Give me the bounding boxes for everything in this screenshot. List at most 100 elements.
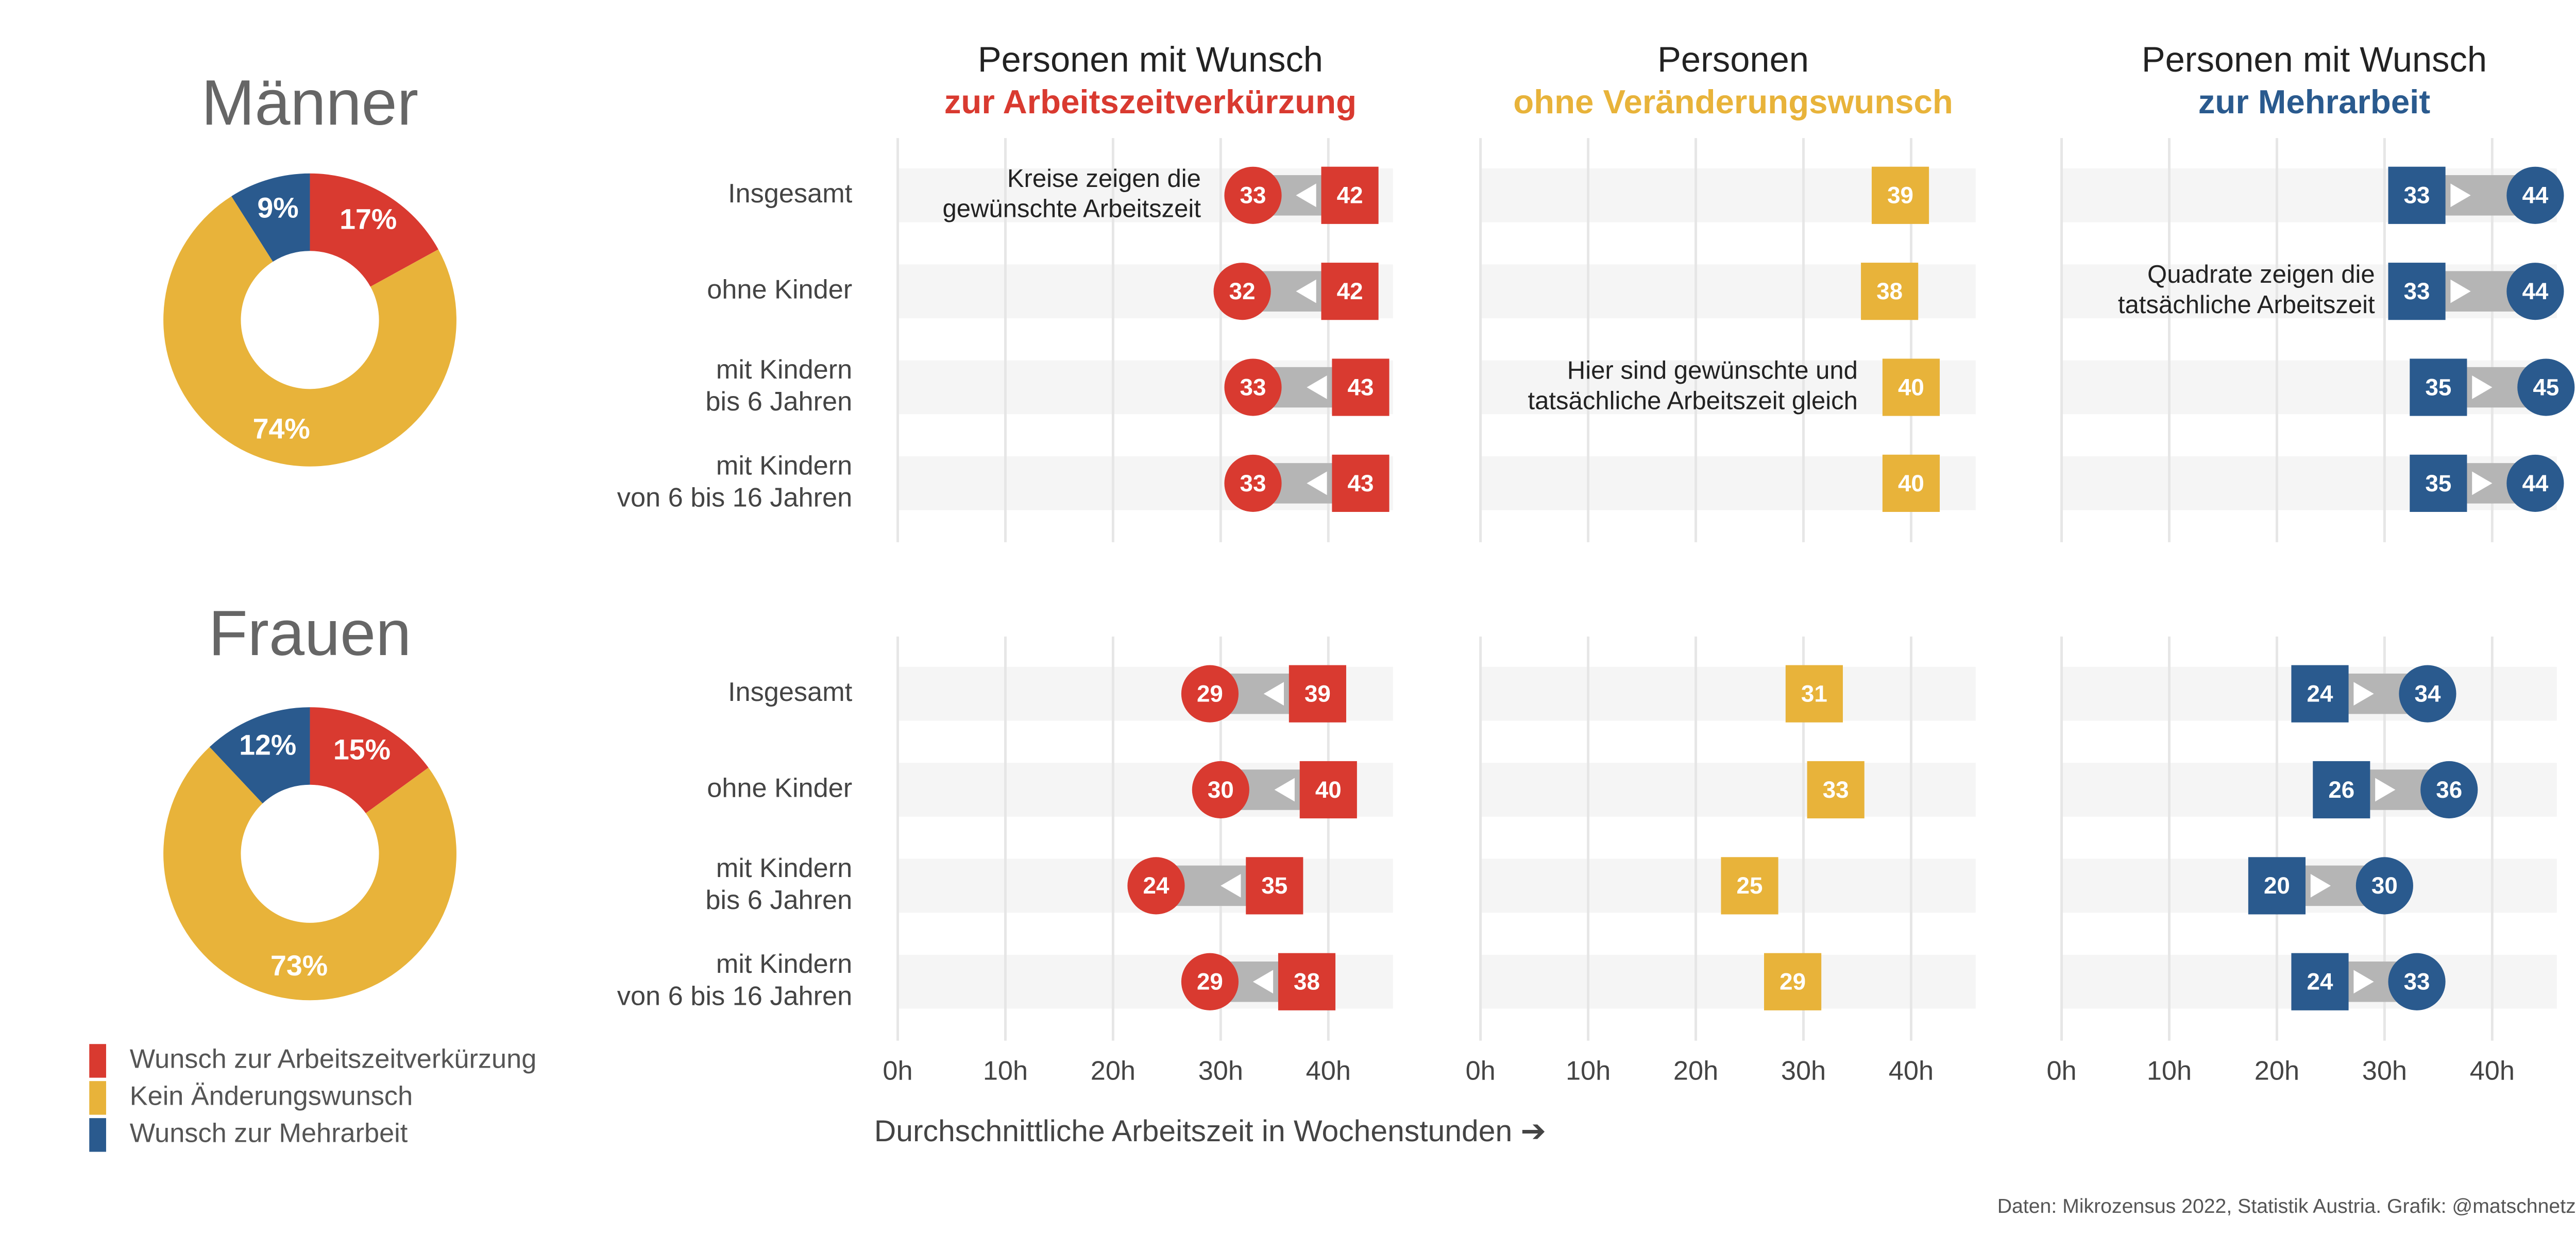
arrow [2353, 682, 2374, 706]
actual-label: 33 [2404, 278, 2430, 304]
desired-label: 30 [2371, 872, 2398, 899]
actual-square [1721, 857, 1778, 915]
arrow [1252, 970, 1274, 994]
annotation-line: Quadrate zeigen die [2147, 261, 2375, 288]
actual-label: 38 [1876, 278, 1903, 304]
column-subtitle: ohne Veränderungswunsch [1513, 83, 1953, 121]
arrow [1296, 279, 1316, 303]
desired-circle [2506, 263, 2564, 320]
pie-slice [163, 196, 456, 467]
actual-square [1246, 857, 1303, 915]
actual-square [1332, 454, 1389, 512]
arrow [1221, 874, 1241, 898]
pie-label: 17% [340, 203, 397, 235]
desired-circle [2517, 358, 2575, 416]
y-tick-label-line: mit Kindern [716, 355, 852, 385]
actual-square [2291, 665, 2349, 723]
arrow [2472, 375, 2493, 399]
x-tick-label: 40h [2470, 1056, 2515, 1086]
source: Daten: Mikrozensus 2022, Statistik Austr… [1997, 1195, 2576, 1217]
x-tick-label: 0h [1466, 1056, 1496, 1086]
desired-circle [2355, 857, 2413, 915]
legend-swatch [89, 1118, 106, 1152]
desired-label: 44 [2522, 182, 2548, 209]
column-title: Personen mit Wunsch [978, 40, 1323, 79]
desired-label: 30 [1208, 777, 1234, 803]
desired-label: 29 [1197, 681, 1223, 707]
row-background [1480, 666, 1976, 721]
actual-square [2410, 358, 2467, 416]
actual-label: 40 [1315, 777, 1342, 803]
x-tick-label: 30h [2362, 1056, 2407, 1086]
pie-label: 15% [333, 733, 391, 765]
y-tick-label-line: bis 6 Jahren [705, 885, 852, 915]
legend-swatch [89, 1044, 106, 1078]
y-tick-label: mit Kindern bis 6 Jahren [705, 853, 852, 915]
x-tick-label: 0h [2046, 1056, 2076, 1086]
annotation: Hier sind gewünschte und tatsächliche Arb… [1528, 357, 1858, 415]
x-tick-label: 20h [2255, 1056, 2299, 1086]
actual-label: 35 [2425, 374, 2451, 400]
actual-label: 40 [1898, 374, 1924, 400]
x-tick-label: 30h [1781, 1056, 1826, 1086]
arrow [1307, 375, 1327, 399]
arrow [2375, 778, 2396, 802]
actual-label: 33 [1823, 777, 1849, 803]
pie-label: 74% [253, 413, 310, 444]
pie-slice [163, 747, 456, 1001]
column-title: Personen [1657, 40, 1809, 79]
desired-circle [1224, 454, 1282, 512]
pie-label: 73% [270, 950, 328, 982]
annotation-line: Hier sind gewünschte und [1567, 357, 1858, 385]
actual-square [1861, 263, 1919, 320]
actual-label: 33 [2404, 182, 2430, 209]
actual-label: 24 [2307, 681, 2333, 707]
pie-slice [209, 707, 310, 804]
desired-label: 33 [1240, 182, 1266, 209]
pie-slice [231, 173, 310, 262]
actual-label: 26 [2328, 777, 2354, 803]
y-tick-label: mit Kindern von 6 bis 16 Jahren [617, 451, 852, 512]
actual-square [1332, 358, 1389, 416]
row-background [1480, 763, 1976, 817]
actual-square [1321, 263, 1379, 320]
actual-square [2313, 761, 2370, 819]
actual-square [1321, 166, 1379, 224]
annotation: Kreise zeigen die gewünschte Arbeitszeit [943, 165, 1201, 223]
desired-circle [1224, 358, 1282, 416]
actual-square [1764, 953, 1822, 1010]
arrow [2310, 874, 2331, 898]
desired-circle [2388, 953, 2446, 1010]
y-tick-label-line: von 6 bis 16 Jahren [617, 483, 852, 512]
desired-circle [1224, 166, 1282, 224]
y-tick-label: Insgesamt [728, 179, 853, 209]
desired-label: 29 [1197, 969, 1223, 995]
x-tick-label: 10h [2147, 1056, 2192, 1086]
actual-square [2291, 953, 2349, 1010]
y-tick-label: Insgesamt [728, 677, 853, 707]
pie-title: Männer [201, 67, 418, 139]
actual-square [1278, 953, 1336, 1010]
arrow [2472, 471, 2493, 495]
actual-label: 39 [1304, 681, 1331, 707]
actual-label: 42 [1337, 278, 1363, 304]
x-tick-label: 0h [883, 1056, 912, 1086]
actual-label: 35 [2425, 470, 2451, 496]
desired-circle [1127, 857, 1185, 915]
desired-label: 33 [1240, 374, 1266, 400]
legend-label: Kein Änderungswunsch [130, 1082, 413, 1111]
actual-square [1882, 454, 1940, 512]
desired-label: 24 [1143, 872, 1170, 899]
actual-label: 43 [1348, 470, 1374, 496]
annotation-line: gewünschte Arbeitszeit [943, 195, 1201, 223]
desired-circle [2506, 166, 2564, 224]
y-tick-label-line: von 6 bis 16 Jahren [617, 981, 852, 1011]
row-background [2061, 763, 2557, 817]
x-axis-label: Durchschnittliche Arbeitszeit in Wochens… [874, 1114, 1546, 1148]
column-subtitle: zur Mehrarbeit [2198, 83, 2430, 121]
x-tick-label: 20h [1673, 1056, 1718, 1086]
actual-square [1299, 761, 1357, 819]
column-subtitle: zur Arbeitszeitverkürzung [944, 83, 1357, 121]
y-tick-label-line: mit Kindern [716, 451, 852, 480]
